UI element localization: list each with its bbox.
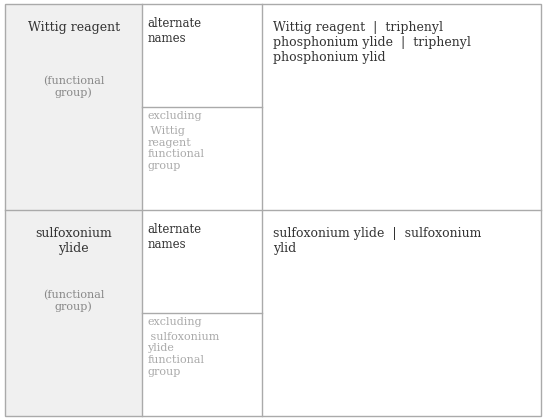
Text: sulfoxonium ylide  |  sulfoxonium
ylid: sulfoxonium ylide | sulfoxonium ylid bbox=[273, 227, 482, 255]
Text: excluding: excluding bbox=[147, 111, 202, 121]
Text: alternate
names: alternate names bbox=[147, 17, 201, 45]
Bar bbox=[5, 4, 142, 210]
Bar bbox=[5, 210, 142, 416]
Text: Wittig
reagent
functional
group: Wittig reagent functional group bbox=[147, 126, 204, 171]
Text: sulfoxonium
ylide
functional
group: sulfoxonium ylide functional group bbox=[147, 332, 219, 377]
Text: sulfoxonium
ylide: sulfoxonium ylide bbox=[35, 227, 112, 255]
Text: (functional
group): (functional group) bbox=[43, 290, 104, 312]
Text: excluding: excluding bbox=[147, 317, 202, 327]
Text: Wittig reagent  |  triphenyl
phosphonium ylide  |  triphenyl
phosphonium ylid: Wittig reagent | triphenyl phosphonium y… bbox=[273, 21, 471, 64]
Text: Wittig reagent: Wittig reagent bbox=[28, 21, 120, 34]
Text: alternate
names: alternate names bbox=[147, 223, 201, 251]
Text: (functional
group): (functional group) bbox=[43, 76, 104, 98]
